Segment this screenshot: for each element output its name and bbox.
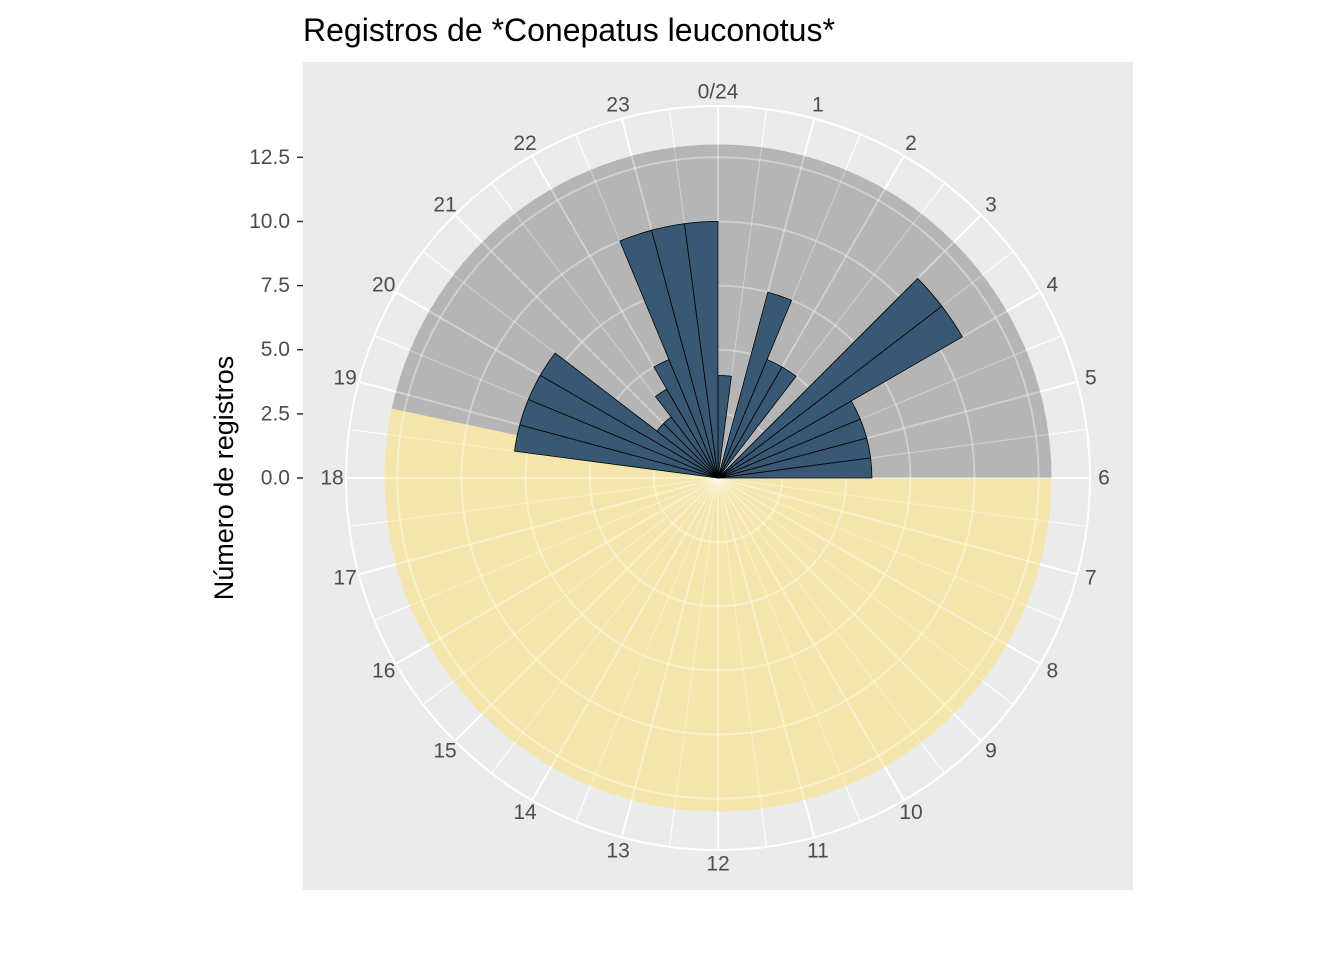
y-tick-label: 0.0 bbox=[261, 467, 290, 490]
grid-spoke bbox=[575, 477, 719, 822]
hour-tick-labels: 0/24123456789101112131415161718192021222… bbox=[320, 81, 1110, 876]
hour-tick-label: 3 bbox=[985, 194, 997, 217]
grid-spoke bbox=[531, 477, 719, 801]
hour-tick-label: 6 bbox=[1098, 467, 1110, 490]
grid-spoke bbox=[491, 477, 719, 774]
grid-spoke bbox=[717, 477, 1014, 705]
grid-spoke bbox=[717, 477, 816, 838]
hour-tick-label: 15 bbox=[433, 739, 456, 762]
grid-spoke bbox=[717, 477, 945, 774]
grid-circle bbox=[396, 156, 1040, 800]
bar bbox=[717, 366, 797, 479]
y-tick-label: 12.5 bbox=[249, 146, 290, 169]
grid-spoke bbox=[717, 477, 861, 822]
y-axis: 0.0 2.5 5.0 7.5 10.0 12.5 bbox=[249, 146, 303, 490]
hour-tick-label: 1 bbox=[812, 94, 824, 117]
bar bbox=[717, 305, 963, 479]
hour-tick-label: 20 bbox=[372, 274, 395, 297]
bar bbox=[539, 352, 719, 479]
hour-tick-label: 0/24 bbox=[698, 81, 739, 104]
region-day bbox=[384, 408, 1052, 812]
bar bbox=[684, 221, 719, 479]
hour-tick-label: 18 bbox=[320, 467, 343, 490]
hour-tick-label: 16 bbox=[372, 660, 395, 683]
hour-tick-label: 14 bbox=[513, 801, 537, 824]
grid-spoke bbox=[717, 477, 905, 801]
hour-tick-label: 19 bbox=[333, 367, 356, 390]
hour-tick-label: 17 bbox=[333, 566, 356, 589]
grid-spoke bbox=[358, 477, 719, 576]
grid-spoke bbox=[668, 477, 719, 847]
grid-spoke bbox=[374, 477, 719, 621]
y-tick-label: 10.0 bbox=[249, 210, 290, 233]
hour-tick-label: 2 bbox=[905, 132, 917, 155]
hour-tick-label: 12 bbox=[706, 853, 729, 876]
grid-spoke bbox=[717, 477, 1087, 528]
grid-spoke bbox=[717, 477, 1078, 576]
y-tick-label: 5.0 bbox=[261, 338, 290, 361]
chart-title: Registros de *Conepatus leuconotus* bbox=[303, 12, 835, 48]
bars bbox=[514, 221, 963, 479]
hour-tick-label: 4 bbox=[1046, 274, 1058, 297]
hour-tick-label: 22 bbox=[513, 132, 536, 155]
hour-tick-label: 11 bbox=[807, 839, 829, 862]
hour-tick-label: 23 bbox=[606, 94, 629, 117]
grid-spoke bbox=[717, 477, 1062, 621]
grid-spoke bbox=[717, 477, 1041, 665]
hour-tick-label: 21 bbox=[433, 194, 456, 217]
grid-spoke bbox=[620, 477, 719, 838]
hour-tick-label: 9 bbox=[985, 739, 997, 762]
bar bbox=[717, 457, 873, 479]
grid-spoke bbox=[349, 477, 719, 528]
y-axis-label: Número de registros bbox=[209, 356, 239, 601]
grid-circle-outer bbox=[345, 105, 1091, 851]
y-tick-label: 2.5 bbox=[261, 402, 290, 425]
bar bbox=[717, 291, 793, 479]
y-tick-label: 7.5 bbox=[261, 274, 290, 297]
hour-tick-label: 5 bbox=[1085, 367, 1097, 390]
hour-tick-label: 10 bbox=[899, 801, 922, 824]
grid-spoke bbox=[422, 477, 719, 705]
hour-tick-label: 7 bbox=[1085, 566, 1097, 589]
hour-tick-label: 13 bbox=[606, 839, 629, 862]
grid-spoke bbox=[395, 477, 719, 665]
hour-tick-label: 8 bbox=[1046, 660, 1058, 683]
grid-spoke bbox=[717, 477, 982, 742]
grid-spoke bbox=[717, 477, 768, 847]
grid-spoke bbox=[454, 477, 719, 742]
